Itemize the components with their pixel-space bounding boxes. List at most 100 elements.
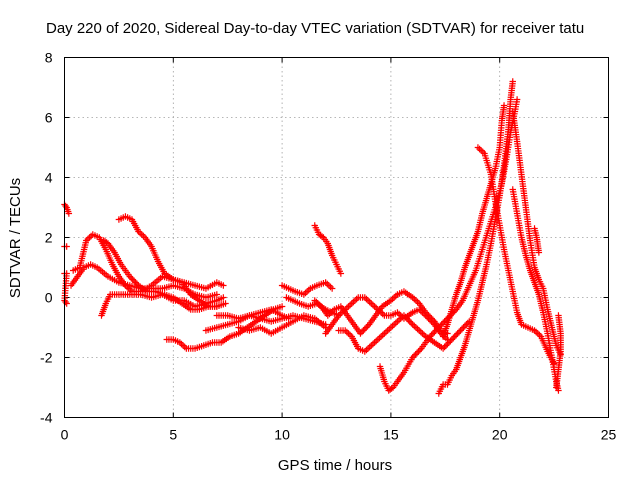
data-point-marker [130,277,138,285]
data-point-marker [452,331,460,339]
data-point-marker [220,282,227,289]
data-point-marker [431,328,438,336]
data-point-marker [346,301,354,309]
series-track-z [553,312,564,391]
chart-title: Day 220 of 2020, Sidereal Day-to-day VTE… [46,20,584,37]
plot-frame [64,57,609,418]
data-point-marker [458,325,466,333]
data-point-marker [376,334,383,342]
data-point-marker [535,249,543,256]
data-point-marker [442,342,450,349]
x-tick-label: 0 [61,427,69,443]
y-tick-label: -4 [40,410,53,426]
data-point-marker [371,303,378,310]
data-point-marker [128,274,135,282]
data-point-marker [478,147,485,154]
data-point-marker [358,328,366,336]
data-point-marker [389,322,396,330]
data-point-marker [428,318,435,325]
data-point-marker [392,319,399,327]
data-point-marker [474,144,482,151]
data-point-marker [395,310,403,318]
data-point-marker [500,102,508,109]
data-point-marker [350,298,357,306]
data-point-marker [412,297,420,304]
data-point-marker [451,333,458,340]
data-point-marker [213,303,221,310]
data-point-marker [278,303,286,310]
data-point-marker [534,330,541,337]
data-point-marker [439,345,447,352]
data-point-marker [387,324,395,331]
data-point-marker [363,295,370,303]
data-point-marker [451,307,458,315]
data-point-marker [384,327,391,334]
data-point-marker [426,333,434,340]
data-point-marker [328,285,336,292]
series-track-s [376,96,521,394]
data-point-marker [448,336,456,343]
x-tick-label: 15 [383,427,399,443]
data-point-marker [415,348,422,355]
data-point-marker [415,327,423,334]
y-tick-label: 2 [45,230,53,246]
data-point-marker [509,78,516,85]
data-point-marker [179,342,187,349]
data-point-marker [461,322,469,330]
data-point-marker [423,313,431,321]
data-point-marker [386,325,393,333]
data-point-marker [422,312,429,319]
data-point-marker [410,352,418,360]
data-point-marker [395,316,403,324]
data-point-marker [428,331,435,339]
data-point-marker [455,328,463,336]
data-point-marker [457,327,464,334]
data-point-marker [438,321,445,328]
series-track-v [474,144,558,367]
data-point-marker [406,318,413,325]
data-point-marker [368,300,375,307]
data-point-marker [429,330,437,337]
data-point-marker [103,239,110,246]
data-point-marker [409,354,416,361]
data-point-marker [351,297,359,304]
data-point-marker [408,319,415,327]
data-point-marker [403,315,411,322]
data-point-marker [441,318,448,325]
data-point-marker [373,337,380,345]
data-point-marker [414,298,421,306]
series-track-r [335,312,473,355]
data-point-marker [318,233,326,240]
data-point-marker [460,324,467,331]
data-point-marker [366,343,373,351]
data-point-marker [397,315,404,322]
data-point-marker [126,273,133,280]
data-point-marker [435,324,442,331]
data-point-marker [400,312,408,319]
data-point-marker [348,300,355,307]
data-point-marker [439,319,447,327]
data-point-marker [132,279,139,286]
data-point-marker [445,339,453,346]
x-tick-label: 20 [492,427,508,443]
data-point-marker [62,298,69,306]
data-point-marker [390,294,398,301]
series-track-y [531,225,543,256]
y-tick-label: 8 [45,50,53,66]
series-track-h [115,213,221,310]
series-track-o [311,222,345,277]
y-tick-label: -2 [40,350,53,366]
data-point-marker [377,333,385,340]
data-point-marker [447,337,454,345]
data-point-marker [65,210,73,217]
data-point-marker [363,346,370,354]
data-point-marker [426,316,434,324]
series-track-x [509,186,562,394]
data-point-marker [364,322,371,330]
data-point-marker [476,145,483,153]
data-point-marker [434,325,441,333]
y-tick-label: 4 [45,170,53,186]
data-point-marker [437,322,444,330]
data-point-marker [412,351,419,358]
data-point-marker [414,325,421,333]
